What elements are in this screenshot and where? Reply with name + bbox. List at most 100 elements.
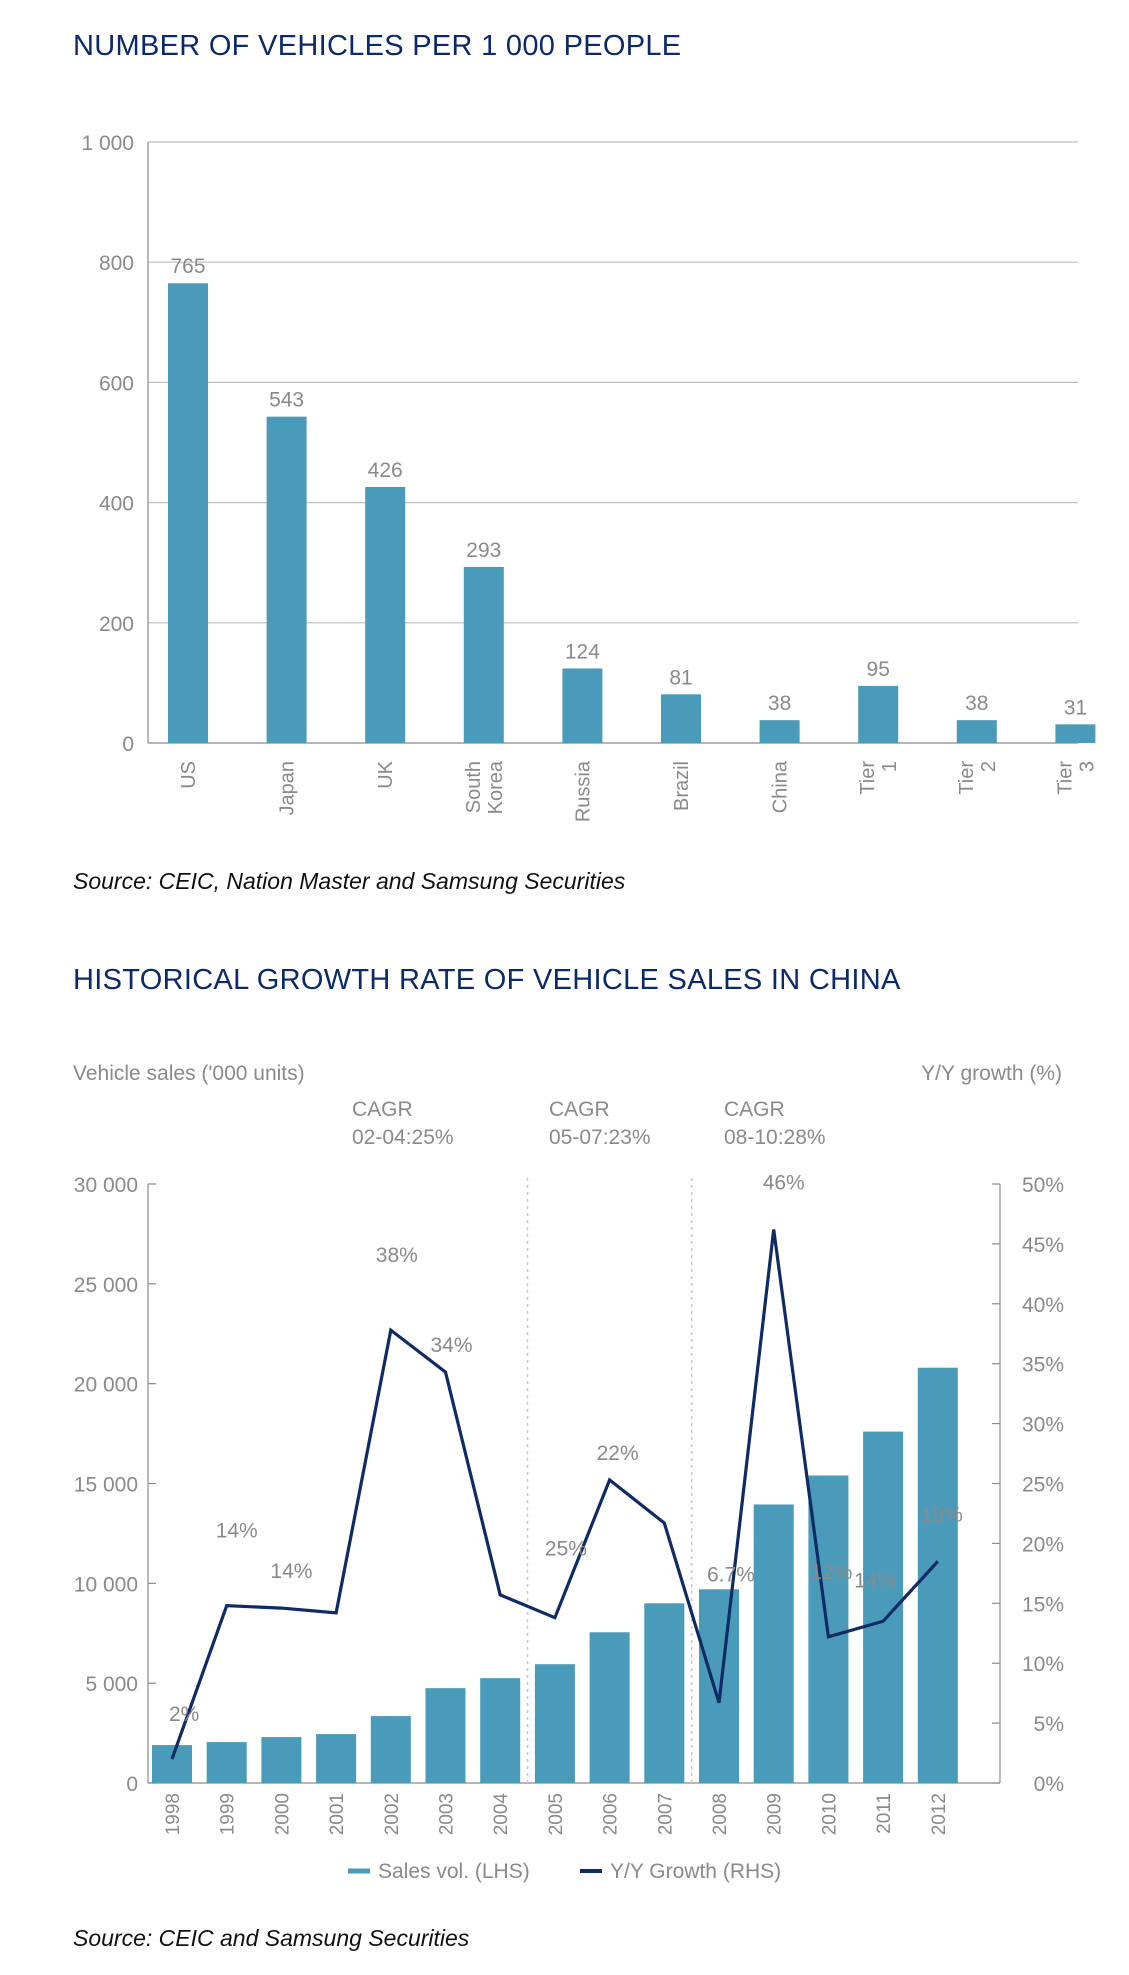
sales-bar	[753, 1504, 794, 1783]
sales-bar	[644, 1603, 685, 1783]
data-label: 38	[768, 692, 791, 715]
x-tick-label: China	[770, 760, 792, 813]
data-label: 765	[170, 255, 205, 278]
x-tick-label: 2007	[655, 1793, 676, 1835]
x-tick-label: 2003	[437, 1793, 458, 1835]
right-tick-label: 10%	[1022, 1653, 1064, 1676]
vehicles-per-1000-chart: 0 200 400 600 800 1 000 765 US 543 Japan 426 UK 293 S…	[81, 132, 1098, 822]
growth-data-label: 14%	[270, 1560, 312, 1583]
right-tick-label: 45%	[1022, 1234, 1064, 1257]
left-tick-label: 20 000	[74, 1374, 138, 1397]
growth-data-label: 46%	[763, 1172, 805, 1195]
x-tick-label: Tier2	[956, 761, 1000, 795]
x-tick-label: 1998	[163, 1793, 184, 1835]
data-label: 124	[565, 640, 600, 663]
sales-bar	[425, 1688, 466, 1783]
x-tick-label: Japan	[277, 761, 299, 816]
sales-bar	[699, 1589, 739, 1783]
right-tick-label: 5%	[1034, 1713, 1064, 1736]
cagr-annotation: CAGR 08-10:28%	[724, 1098, 826, 1149]
sales-bar	[370, 1716, 411, 1783]
right-tick-label: 20%	[1022, 1533, 1064, 1556]
growth-data-label: 19%	[921, 1503, 963, 1526]
cagr-annotation: CAGR 05-07:23%	[549, 1098, 651, 1149]
chart2-title: HISTORICAL GROWTH RATE OF VEHICLE SALES …	[73, 964, 901, 996]
growth-data-label: 38%	[376, 1244, 418, 1267]
right-tick-label: 15%	[1022, 1593, 1064, 1616]
right-tick-label: 50%	[1022, 1174, 1064, 1197]
x-tick-label: 2011	[874, 1793, 895, 1834]
growth-data-label: 25%	[545, 1538, 587, 1561]
bar	[956, 720, 997, 743]
right-tick-label: 25%	[1022, 1474, 1064, 1497]
sales-bar	[480, 1678, 521, 1783]
x-tick-label: UK	[375, 760, 397, 788]
growth-data-label: 14%	[216, 1520, 258, 1543]
growth-data-label: 2%	[169, 1703, 199, 1726]
data-label: 95	[867, 658, 890, 681]
x-tick-label: 2012	[929, 1793, 950, 1835]
left-tick-label: 10 000	[74, 1573, 138, 1596]
sales-bar	[261, 1737, 302, 1783]
x-tick-label: Russia	[572, 760, 594, 822]
bar	[1055, 724, 1096, 743]
china-vehicle-sales-chart: Vehicle sales ('000 units) Y/Y growth (%)…	[73, 1062, 1064, 1883]
growth-data-label: 34%	[431, 1334, 473, 1357]
growth-data-label: 22%	[597, 1442, 639, 1465]
x-tick-label: 2008	[710, 1793, 731, 1835]
right-tick-label: 40%	[1022, 1294, 1064, 1317]
x-tick-label: 2006	[601, 1793, 622, 1835]
data-label: 426	[368, 459, 403, 482]
x-tick-label: Tier3	[1054, 761, 1098, 795]
x-tick-label: 2001	[327, 1793, 348, 1835]
y-tick-label: 1 000	[81, 132, 134, 155]
chart2-source: Source: CEIC and Samsung Securities	[73, 1925, 470, 1951]
growth-data-label: 12%	[810, 1561, 852, 1584]
x-tick-label: Tier1	[857, 761, 901, 795]
bar	[266, 416, 307, 743]
left-tick-label: 0	[126, 1773, 138, 1796]
data-label: 38	[965, 692, 988, 715]
sales-bar	[152, 1745, 192, 1783]
y-tick-label: 0	[122, 733, 134, 756]
y-tick-label: 800	[99, 252, 134, 275]
data-label: 293	[466, 539, 501, 562]
left-tick-label: 15 000	[74, 1474, 138, 1497]
y-tick-label: 200	[99, 613, 134, 636]
data-label: 543	[269, 389, 304, 412]
cagr-annotation: CAGR 02-04:25%	[352, 1098, 454, 1149]
x-tick-label: 2010	[819, 1793, 840, 1835]
sales-bar	[589, 1632, 630, 1783]
left-tick-label: 25 000	[74, 1274, 138, 1297]
y-tick-label: 400	[99, 493, 134, 516]
left-tick-label: 30 000	[74, 1174, 138, 1197]
growth-data-label: 14%	[854, 1569, 896, 1592]
growth-data-label: 6.7%	[707, 1564, 755, 1587]
data-label: 31	[1064, 696, 1087, 719]
left-tick-label: 5 000	[85, 1673, 138, 1696]
bar	[661, 694, 701, 743]
bar	[365, 486, 406, 743]
x-tick-label: US	[178, 761, 200, 789]
bar	[168, 283, 208, 743]
chart1-source: Source: CEIC, Nation Master and Samsung …	[73, 868, 626, 894]
x-tick-label: 2009	[765, 1793, 786, 1835]
right-axis-title: Y/Y growth (%)	[921, 1062, 1062, 1085]
x-tick-label: SouthKorea	[463, 760, 507, 814]
right-tick-label: 35%	[1022, 1354, 1064, 1377]
sales-bar	[534, 1664, 575, 1783]
right-tick-label: 30%	[1022, 1414, 1064, 1437]
growth-line	[170, 1229, 939, 1760]
bar	[463, 566, 504, 743]
bar	[562, 668, 603, 743]
bar	[759, 720, 800, 743]
x-tick-label: 2002	[382, 1793, 403, 1835]
x-tick-label: 2005	[546, 1793, 567, 1835]
legend-label-sales: Sales vol. (LHS)	[378, 1860, 530, 1883]
x-tick-label: 2004	[491, 1793, 512, 1836]
chart1-title: NUMBER OF VEHICLES PER 1 000 PEOPLE	[73, 30, 682, 62]
sales-bar	[206, 1742, 247, 1783]
right-tick-label: 0%	[1034, 1773, 1064, 1796]
left-axis-title: Vehicle sales ('000 units)	[73, 1062, 305, 1085]
x-tick-label: 1999	[218, 1793, 239, 1835]
